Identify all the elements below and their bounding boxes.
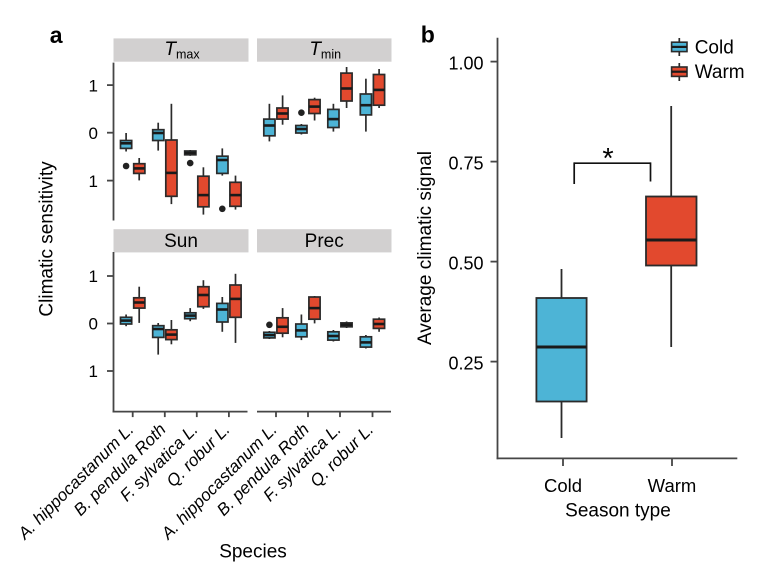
svg-text:*: *: [602, 143, 613, 175]
svg-text:0.75: 0.75: [448, 153, 483, 173]
svg-text:Season type: Season type: [565, 500, 671, 521]
svg-text:Climatic sensitivity: Climatic sensitivity: [37, 161, 58, 317]
svg-text:Warm: Warm: [648, 475, 697, 496]
svg-text:Cold: Cold: [544, 475, 582, 496]
svg-text:1: 1: [89, 172, 98, 191]
svg-text:1: 1: [89, 76, 98, 95]
svg-text:Cold: Cold: [695, 38, 734, 59]
svg-text:0.25: 0.25: [448, 353, 483, 373]
svg-text:0: 0: [89, 124, 98, 143]
svg-text:Sun: Sun: [164, 231, 198, 252]
svg-text:Average climatic signal: Average climatic signal: [415, 151, 436, 345]
svg-text:a: a: [50, 22, 63, 48]
svg-text:1: 1: [89, 267, 98, 286]
svg-text:Tmax: Tmax: [164, 39, 200, 62]
svg-text:0.50: 0.50: [448, 253, 483, 273]
svg-text:Tmin: Tmin: [309, 39, 341, 62]
svg-text:1: 1: [89, 362, 98, 381]
svg-text:Warm: Warm: [695, 62, 745, 83]
svg-text:1.00: 1.00: [448, 53, 483, 73]
svg-text:b: b: [421, 22, 435, 48]
svg-text:Prec: Prec: [305, 231, 344, 252]
svg-text:0: 0: [89, 315, 98, 334]
svg-text:Species: Species: [219, 542, 287, 563]
